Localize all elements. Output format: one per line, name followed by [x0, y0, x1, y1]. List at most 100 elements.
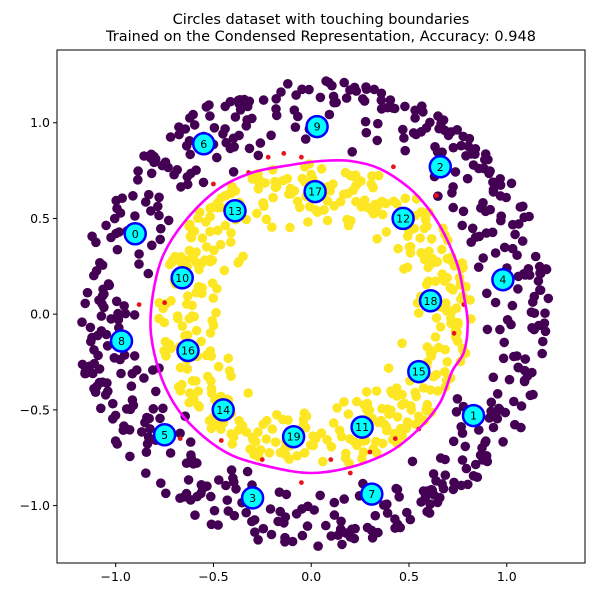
point-class-1 — [423, 276, 434, 287]
point-class-0 — [448, 436, 459, 447]
point-class-1 — [402, 231, 413, 241]
point-class-1 — [433, 342, 444, 353]
point-class-0 — [461, 463, 472, 474]
point-class-0 — [533, 320, 544, 331]
point-class-1 — [212, 198, 223, 208]
point-class-1 — [292, 451, 302, 461]
point-class-0 — [147, 240, 157, 251]
point-class-1 — [270, 437, 281, 448]
point-class-1 — [294, 202, 305, 213]
point-class-0 — [502, 315, 513, 325]
point-class-1 — [226, 188, 236, 199]
point-class-1 — [431, 369, 442, 380]
point-class-1 — [259, 201, 269, 211]
point-class-1 — [261, 434, 272, 444]
point-class-0 — [191, 165, 201, 175]
point-class-0 — [470, 459, 481, 470]
point-class-0 — [512, 351, 522, 361]
point-class-0 — [490, 297, 501, 308]
point-class-0 — [480, 149, 491, 159]
center-marker — [391, 206, 415, 231]
point-class-0 — [440, 470, 451, 481]
point-class-1 — [264, 448, 275, 458]
point-class-0 — [361, 84, 372, 94]
point-class-1 — [339, 397, 349, 407]
point-class-0 — [500, 407, 511, 418]
point-class-0 — [163, 162, 173, 173]
x-tick-label: −0.5 — [198, 569, 228, 584]
misclassified-point — [367, 449, 373, 455]
point-class-1 — [426, 234, 437, 244]
point-class-1 — [437, 244, 447, 255]
point-class-1 — [359, 400, 370, 410]
point-class-1 — [220, 220, 231, 231]
point-class-0 — [472, 472, 483, 483]
point-class-0 — [151, 386, 161, 397]
point-class-1 — [395, 427, 406, 437]
point-class-0 — [154, 210, 164, 221]
point-class-1 — [340, 453, 351, 463]
point-class-0 — [424, 508, 435, 518]
point-class-0 — [136, 427, 147, 437]
point-class-1 — [183, 291, 193, 301]
misclassified-point — [136, 302, 142, 307]
point-class-0 — [93, 350, 103, 361]
point-class-1 — [173, 313, 183, 324]
center-marker — [191, 132, 216, 156]
center-marker — [418, 289, 443, 313]
point-class-0 — [212, 152, 222, 163]
misclassified-point — [265, 154, 271, 160]
point-class-0 — [115, 354, 125, 365]
center-label: 6 — [200, 138, 207, 151]
misclassified-point — [281, 151, 287, 156]
point-class-0 — [499, 242, 510, 253]
point-class-0 — [223, 506, 234, 516]
point-class-0 — [321, 76, 331, 86]
point-class-0 — [140, 417, 150, 428]
point-class-0 — [400, 145, 411, 156]
point-class-1 — [453, 319, 463, 330]
point-class-0 — [108, 398, 118, 409]
center-label: 16 — [181, 345, 195, 358]
point-class-0 — [242, 466, 253, 477]
center-marker — [407, 359, 431, 384]
center-marker — [170, 266, 194, 290]
point-class-0 — [507, 300, 518, 311]
point-class-0 — [140, 197, 151, 207]
point-class-0 — [399, 133, 409, 143]
point-class-0 — [331, 97, 342, 108]
point-class-0 — [250, 527, 260, 537]
point-class-1 — [348, 185, 358, 196]
point-class-0 — [516, 422, 526, 433]
point-class-1 — [154, 313, 164, 324]
point-class-1 — [376, 415, 387, 426]
point-class-0 — [361, 127, 372, 138]
point-class-1 — [208, 320, 219, 331]
point-class-0 — [474, 425, 484, 435]
point-class-0 — [530, 251, 541, 262]
point-class-1 — [343, 409, 354, 419]
point-class-0 — [448, 142, 459, 153]
point-class-0 — [450, 167, 461, 177]
point-class-0 — [315, 92, 326, 103]
point-class-0 — [300, 134, 311, 144]
point-class-1 — [371, 436, 381, 447]
point-class-0 — [507, 243, 518, 254]
point-class-1 — [382, 425, 393, 436]
chart-title-line-1: Circles dataset with touching boundaries — [173, 12, 470, 28]
point-class-0 — [499, 337, 510, 348]
point-class-1 — [206, 383, 217, 394]
point-class-0 — [165, 132, 176, 142]
center-marker — [350, 415, 374, 439]
point-class-0 — [112, 244, 123, 255]
point-class-0 — [89, 383, 99, 394]
point-class-0 — [369, 84, 380, 95]
point-class-0 — [185, 437, 196, 447]
point-class-0 — [492, 389, 503, 399]
point-class-1 — [322, 215, 333, 226]
point-class-1 — [284, 454, 295, 465]
point-class-1 — [384, 408, 395, 419]
center-marker — [360, 482, 384, 506]
point-class-0 — [488, 187, 499, 197]
